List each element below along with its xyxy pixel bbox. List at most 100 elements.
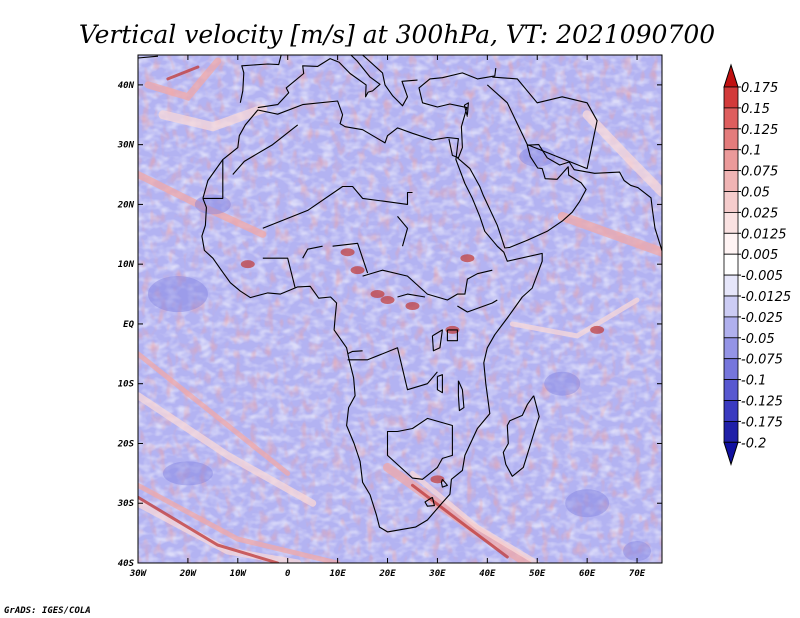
coastline-segment [424, 496, 435, 507]
coastline-segment [397, 293, 426, 298]
colorbar-swatch [723, 337, 739, 360]
lat-tick-label: 30N [117, 141, 135, 151]
convective-cell [460, 254, 475, 263]
lat-tick-label: 10N [118, 260, 135, 270]
strong-updraft-streak [411, 483, 509, 559]
coastline-segment [436, 374, 443, 394]
convective-cell [240, 260, 255, 269]
coastline-segment [302, 245, 323, 259]
coastline-segment [440, 478, 448, 488]
coastline-segment [362, 269, 493, 301]
downdraft-region [162, 461, 213, 486]
positive-streak [582, 110, 662, 197]
coastline-segment [457, 144, 662, 252]
positive-streak [410, 470, 540, 563]
convective-cell [350, 266, 365, 275]
downdraft-region [519, 146, 556, 167]
colorbar: 0.175 0.15 0.125 0.1 0.075 0.05 0.025 0.0125 0.0… [723, 63, 791, 466]
colorbar-min-arrow [723, 441, 739, 466]
positive-streak [509, 297, 640, 339]
lon-tick-label: 0 [285, 569, 291, 579]
strong-updraft-streak [166, 65, 200, 81]
field-noise-warm [138, 55, 662, 563]
lat-tick-label: 10S [118, 380, 135, 390]
downdraft-region [544, 371, 581, 396]
coastline-segment [202, 159, 224, 199]
colorbar-label: -0.0125 [741, 290, 791, 305]
colorbar-label: 0.175 [741, 81, 778, 96]
positive-streak [557, 211, 662, 257]
lat-tick-label: 20N [117, 200, 135, 210]
colorbar-swatch [723, 400, 739, 422]
colorbar-label: -0.05 [741, 332, 775, 347]
colorbar-label: -0.125 [741, 395, 783, 410]
colorbar-swatch [723, 211, 739, 234]
colorbar-swatch [723, 149, 739, 171]
colorbar-swatch [723, 191, 739, 213]
positive-streak [138, 499, 302, 563]
map-axes: 30W 20W 10W 0 10E 20E 30E 40E 50E 60E 70E 40N 30N 20N… [117, 55, 662, 579]
positive-streak [138, 351, 291, 476]
coastline-segment [431, 329, 443, 352]
convective-cell [405, 302, 420, 311]
colorbar-swatch [723, 128, 739, 151]
lon-tick-label: 20W [179, 569, 198, 579]
coastline-segment [239, 55, 282, 103]
downdraft-region [147, 276, 208, 313]
lon-tick-label: 30E [428, 569, 446, 579]
downdraft-region [194, 194, 231, 215]
coastline-segment [262, 185, 413, 229]
coastline-segment [463, 102, 469, 117]
coastline-segment [201, 100, 543, 533]
coastlines [138, 55, 662, 533]
coastline-segment [457, 380, 465, 412]
colorbar-label: 0.1 [741, 144, 762, 159]
coastline-segment [486, 76, 598, 170]
colorbar-label: -0.005 [741, 269, 783, 284]
coastline-segment [386, 417, 453, 480]
colorbar-label: 0.075 [741, 165, 778, 180]
positive-streak [138, 171, 267, 238]
colorbar-swatch [723, 358, 739, 381]
lat-tick-label: EQ [123, 320, 134, 330]
lat-tick-label: 40N [118, 81, 135, 91]
colorbar-label: 0.005 [741, 248, 778, 263]
colorbar-swatch [723, 86, 739, 109]
coastline-segment [257, 55, 418, 109]
colorbar-label: -0.025 [741, 311, 783, 326]
convective-cell [370, 290, 385, 299]
coastline-segment [138, 55, 159, 59]
colorbar-label: -0.075 [741, 353, 783, 368]
map-title: Vertical velocity [m/s] at 300hPa, VT: 2… [79, 20, 715, 49]
colorbar-label: 0.05 [741, 186, 770, 201]
lat-tick-label: 20S [117, 439, 135, 449]
colorbar-label: -0.1 [741, 374, 766, 389]
coastline-segment [232, 124, 299, 175]
downdraft-region [623, 541, 652, 562]
lat-tick-label: 40S [118, 559, 135, 569]
colorbar-label: 0.15 [741, 102, 770, 117]
coastline-segment [502, 395, 540, 477]
colorbar-label: -0.175 [741, 415, 783, 430]
colorbar-swatch [723, 295, 739, 318]
colorbar-label: 0.025 [741, 206, 778, 221]
coastline-segment [457, 299, 498, 313]
lat-tick-label: 30S [117, 499, 135, 509]
coastline-segment [347, 350, 363, 355]
lon-tick-label: 60E [579, 569, 596, 579]
colorbar-label: -0.2 [741, 436, 766, 451]
colorbar-swatch [723, 316, 739, 339]
lon-tick-label: 10W [230, 569, 248, 579]
lon-tick-label: 70E [629, 569, 646, 579]
coastline-segment [262, 257, 296, 289]
coastline-segment [332, 242, 369, 274]
lon-tick-label: 40E [479, 569, 496, 579]
colorbar-swatch [723, 253, 739, 276]
lon-tick-label: 20E [378, 569, 396, 579]
colorbar-swatch [723, 379, 739, 401]
colorbar-swatch [723, 170, 739, 192]
colorbar-swatch [723, 420, 739, 443]
coastline-segment [397, 216, 409, 247]
coastline-segment [418, 68, 497, 159]
